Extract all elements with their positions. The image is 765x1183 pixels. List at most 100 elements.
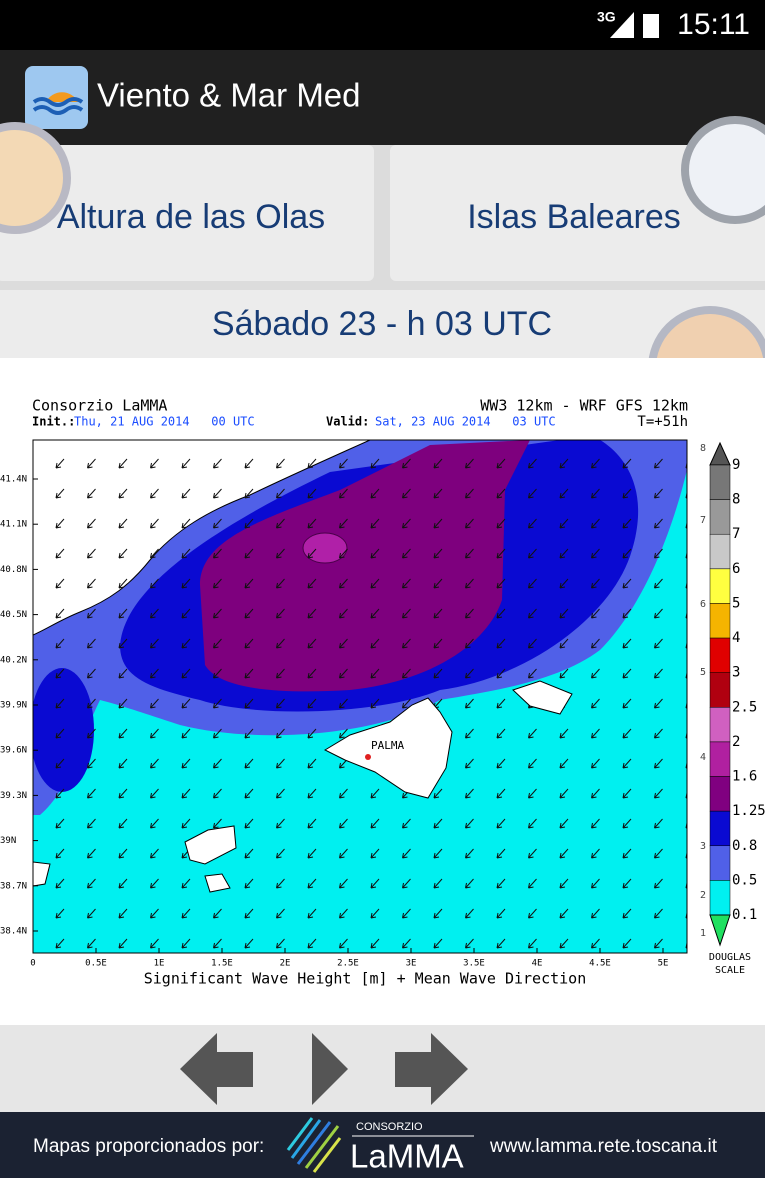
scale-segment (709, 776, 731, 812)
button-icon (0, 122, 71, 234)
lon-label: 0 (30, 959, 35, 969)
scale-segment (709, 880, 731, 916)
map-caption: Significant Wave Height [m] + Mean Wave … (144, 970, 587, 988)
scale-label: 9 (732, 457, 740, 473)
scale-label: 1.6 (732, 769, 757, 785)
douglas-label: 8 (700, 443, 706, 454)
scale-label: 0.5 (732, 872, 757, 888)
valid-label: Valid: (326, 415, 369, 429)
douglas-title: SCALE (715, 965, 745, 976)
scale-label: 2.5 (732, 699, 757, 715)
network: 3G (597, 9, 616, 25)
clock: 15:11 (677, 8, 750, 41)
lon-label: 4.5E (589, 959, 611, 969)
logo-stripes (286, 1117, 342, 1173)
play-button[interactable] (312, 1033, 348, 1105)
lat-label: 39N (0, 836, 16, 846)
scale-segment (709, 845, 731, 881)
logo-small: CONSORZIO (356, 1121, 423, 1133)
button[interactable]: Islas Baleares (390, 116, 765, 281)
lon-label: 5E (658, 959, 669, 969)
date-bar (0, 290, 765, 360)
island-mallorca (323, 697, 453, 799)
wave-arrows (33, 440, 687, 953)
button-bg (0, 145, 374, 281)
logo: LaMMA (350, 1138, 464, 1175)
douglas-label: 6 (700, 599, 706, 610)
lat-label: 41.4N (0, 475, 27, 485)
init-value: Thu, 21 AUG 2014 00 UTC (74, 415, 255, 429)
douglas-label: 4 (700, 752, 706, 763)
land-coast (33, 861, 51, 887)
lon-label: 4E (532, 959, 543, 969)
scale-label: 5 (732, 595, 740, 611)
douglas-label: 2 (700, 890, 706, 901)
footer (0, 1112, 765, 1178)
scale-segment (709, 637, 731, 673)
nav-bar (0, 1025, 765, 1112)
button-bg (390, 145, 765, 281)
scale-segment (709, 533, 731, 570)
lon-label: 2.5E (337, 959, 359, 969)
lat-label: 41.1N (0, 520, 27, 530)
scale-segment (709, 672, 731, 708)
plot-frame (32, 439, 688, 954)
map-source: Consorzio LaMMA (32, 397, 167, 415)
lon-label: 1E (154, 959, 165, 969)
island-formentera (204, 873, 231, 893)
lat-label: 38.7N (0, 881, 27, 891)
status-bar (0, 0, 765, 50)
battery-icon (643, 14, 659, 38)
init-label: Init.: (32, 415, 75, 429)
scale-label: 6 (732, 561, 740, 577)
app-title: Viento & Mar Med (97, 77, 361, 114)
douglas-label: 3 (700, 841, 706, 852)
scale-segment (709, 603, 731, 639)
lat-label: 40.2N (0, 655, 27, 665)
scale-segment (709, 707, 731, 743)
credit: Mapas proporcionados por: (33, 1136, 264, 1157)
prev-button[interactable] (180, 1033, 253, 1105)
url: www.lamma.rete.toscana.it (489, 1136, 718, 1157)
scale-label: 4 (732, 630, 740, 646)
lon-label: 2E (280, 959, 291, 969)
lead-time: T=+51h (637, 414, 688, 430)
douglas-label: 1 (700, 928, 706, 939)
scale-segment (709, 568, 731, 604)
scale-segment (709, 499, 731, 535)
icon-waves (32, 97, 84, 115)
button-icon (681, 116, 765, 224)
lon-label: 3E (406, 959, 417, 969)
douglas-label: 5 (700, 667, 706, 678)
place-label: PALMA (371, 739, 404, 752)
map-model: WW3 12km - WRF GFS 12km (480, 397, 688, 415)
scale-segment (709, 741, 731, 777)
scale-segment (709, 810, 731, 847)
scale-label: 2 (732, 734, 740, 750)
scale-label: 8 (732, 492, 740, 508)
lat-label: 39.9N (0, 701, 27, 711)
lat-label: 39.3N (0, 791, 27, 801)
scale-bottom (709, 914, 731, 947)
island-menorca (512, 680, 573, 715)
scale-label: 0.1 (732, 907, 757, 923)
lat-label: 38.4N (0, 927, 27, 937)
valid-value: Sat, 23 AUG 2014 03 UTC (375, 415, 556, 429)
palma-dot (365, 754, 371, 760)
button-label: Altura de las Olas (57, 198, 325, 236)
button[interactable]: Altura de las Olas (0, 122, 374, 281)
scale-label: 0.8 (732, 838, 757, 854)
lat-label: 40.8N (0, 565, 27, 575)
button-label: Islas Baleares (467, 198, 681, 236)
scale-label: 7 (732, 526, 740, 542)
lon-label: 0.5E (85, 959, 107, 969)
lon-label: 3.5E (463, 959, 485, 969)
next-button[interactable] (395, 1033, 468, 1105)
lat-label: 40.5N (0, 610, 27, 620)
lon-label: 1.5E (211, 959, 233, 969)
signal-icon (610, 12, 634, 38)
lat-label: 39.6N (0, 746, 27, 756)
douglas-label: 7 (700, 515, 706, 526)
map-plot: PALMA (33, 440, 687, 953)
